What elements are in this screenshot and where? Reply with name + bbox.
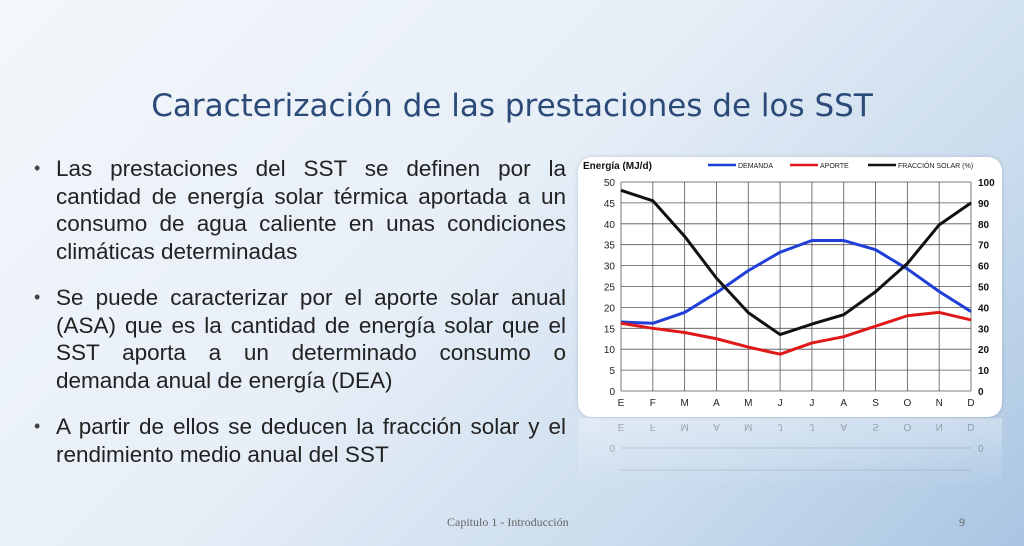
bullet-item: • A partir de ellos se deducen la fracci… [34, 413, 566, 468]
bullet-list: • Las prestaciones del SST se definen po… [34, 155, 566, 487]
x-tick-label: S [872, 398, 879, 409]
reflected-x-tick-label: M [680, 421, 688, 432]
y-tick-label: 15 [604, 324, 616, 335]
reflected-x-tick-label: J [809, 421, 814, 432]
bullet-icon: • [34, 158, 41, 178]
y-tick-label: 35 [604, 241, 616, 252]
x-tick-label: M [680, 398, 688, 409]
y-tick-label: 25 [604, 283, 616, 294]
reflected-x-tick-label: E [618, 421, 625, 432]
x-tick-label: E [618, 398, 625, 409]
series-line [620, 239, 972, 325]
footer-chapter: Capitulo 1 - Introducción [447, 515, 569, 529]
reflected-x-tick-label: D [967, 421, 974, 432]
y-tick-label: 40 [604, 220, 616, 231]
bullet-text: A partir de ellos se deducen la fracción… [56, 414, 566, 467]
series-line [620, 188, 972, 337]
y-axis-label: Energía (MJ/d) [583, 161, 652, 172]
reflected-x-tick-label: S [872, 421, 879, 432]
y-tick-label: 50 [604, 178, 616, 189]
x-tick-label: A [840, 398, 847, 409]
y2-tick-label: 40 [978, 303, 990, 314]
x-tick-label: J [809, 398, 814, 409]
y-tick-label: 10 [604, 345, 616, 356]
y2-tick-label: 70 [978, 241, 990, 252]
x-tick-label: F [650, 398, 656, 409]
y-tick-label: 0 [609, 387, 615, 398]
y2-tick-label: 90 [978, 199, 990, 210]
bullet-item: • Se puede caracterizar por el aporte so… [34, 284, 566, 394]
bullet-icon: • [34, 416, 41, 436]
slide-title: Caracterización de las prestaciones de l… [151, 88, 873, 124]
y2-tick-label: 60 [978, 262, 990, 273]
legend-label: FRACCIÓN SOLAR (%) [898, 161, 973, 170]
reflected-x-tick-label: A [713, 421, 720, 432]
page-number: 9 [959, 515, 965, 529]
reflected-x-tick-label: O [903, 421, 911, 432]
x-tick-label: O [903, 398, 911, 409]
y-tick-label: 45 [604, 199, 616, 210]
bullet-item: • Las prestaciones del SST se definen po… [34, 155, 566, 265]
reflected-y-tick-label: 0 [609, 444, 615, 455]
legend-label: DEMANDA [738, 163, 773, 170]
legend-label: APORTE [820, 163, 849, 170]
series-line [620, 310, 972, 356]
y2-tick-label: 20 [978, 345, 990, 356]
bullet-icon: • [34, 287, 41, 307]
x-tick-label: D [967, 398, 974, 409]
y2-tick-label: 50 [978, 283, 990, 294]
chart-reflection-graphic: E F M A M J J A S O N D 0 0 [609, 421, 984, 471]
reflected-y2-tick-label: 0 [978, 444, 984, 455]
x-tick-label: J [778, 398, 783, 409]
reflected-x-tick-label: N [936, 421, 943, 432]
chart-card: Energía (MJ/d) DEMANDA APORTE FRACCIÓN SOLA… [578, 157, 1002, 417]
x-tick-label: M [744, 398, 752, 409]
y2-tick-label: 10 [978, 366, 990, 377]
y2-tick-label: 30 [978, 324, 990, 335]
bullet-text: Las prestaciones del SST se definen por … [56, 156, 566, 264]
reflected-x-tick-label: M [744, 421, 752, 432]
reflected-x-tick-label: J [778, 421, 783, 432]
bullet-text: Se puede caracterizar por el aporte sola… [56, 285, 566, 393]
y2-tick-label: 0 [978, 387, 984, 398]
y2-tick-label: 80 [978, 220, 990, 231]
x-tick-label: N [936, 398, 943, 409]
y-tick-label: 20 [604, 303, 616, 314]
reflected-x-tick-label: F [650, 421, 656, 432]
reflected-x-tick-label: A [840, 421, 847, 432]
x-tick-label: A [713, 398, 720, 409]
chart-reflection: E F M A M J J A S O N D 0 0 [578, 418, 1002, 488]
y-tick-label: 5 [609, 366, 615, 377]
energy-chart: Energía (MJ/d) DEMANDA APORTE FRACCIÓN SOLA… [583, 161, 995, 409]
y-tick-label: 30 [604, 262, 616, 273]
y2-tick-label: 100 [978, 178, 995, 189]
